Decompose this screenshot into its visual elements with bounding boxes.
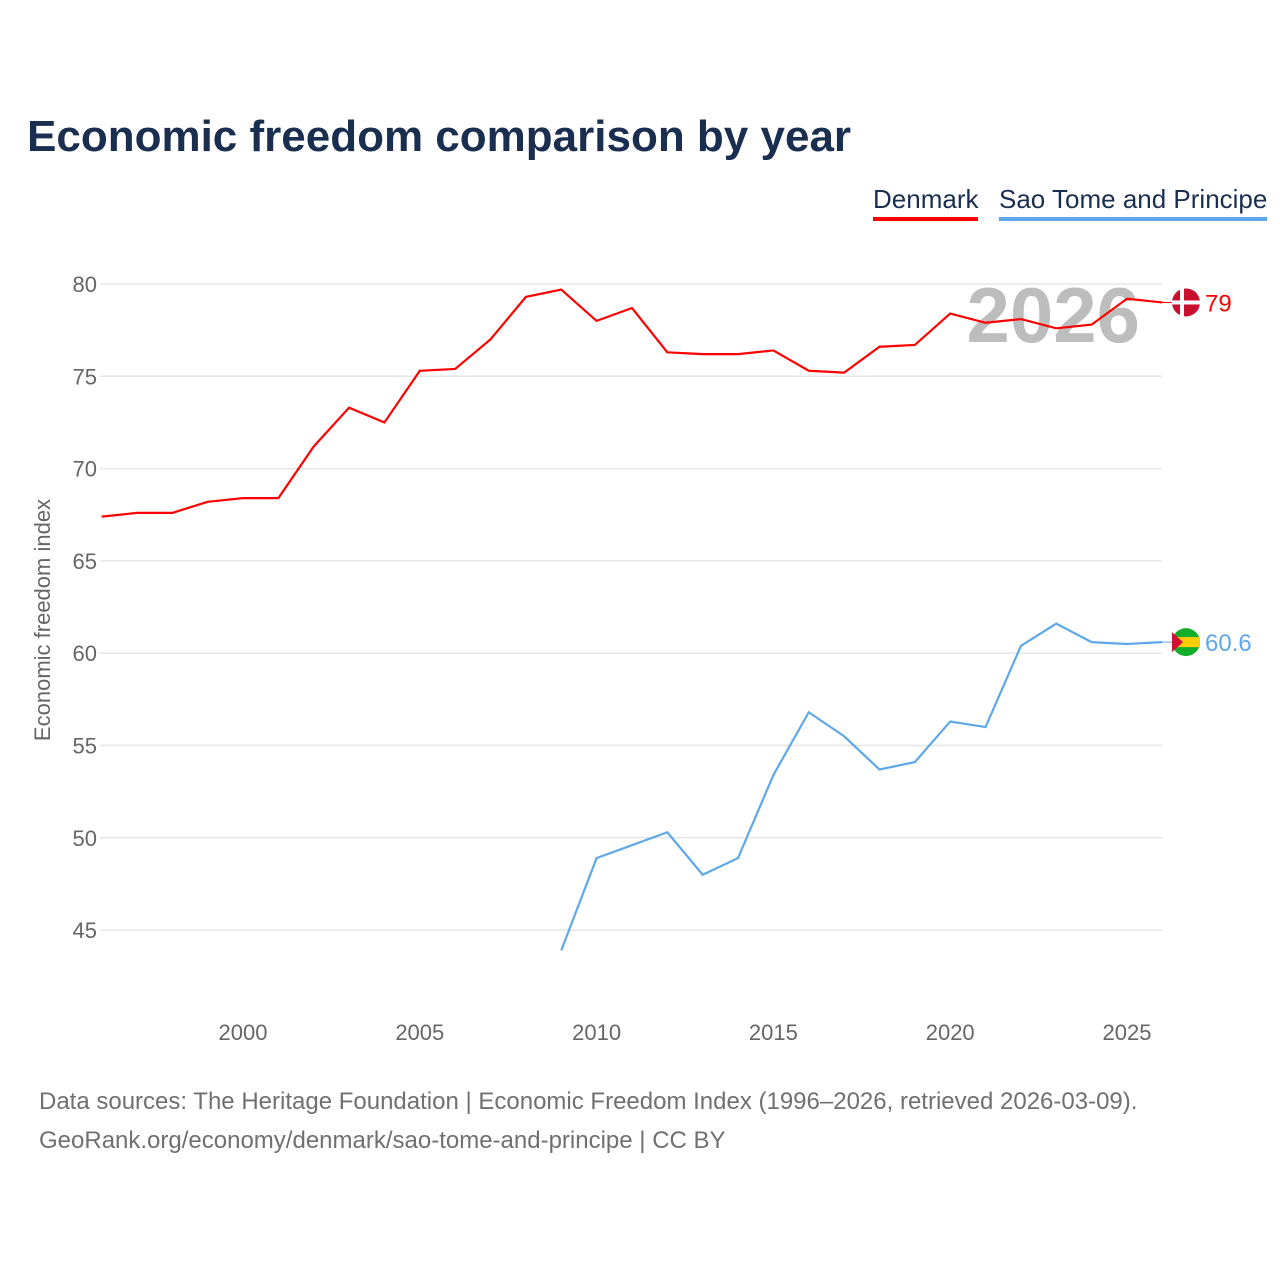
x-tick-label: 2005 [395, 1020, 444, 1045]
y-tick-label: 45 [73, 918, 97, 943]
flag-stripe [1172, 637, 1200, 648]
end-value-label: 79 [1205, 290, 1232, 317]
flag-triangle [1172, 632, 1183, 653]
series-line-sao-tome [560, 622, 1163, 951]
year-watermark: 2026 [966, 271, 1140, 359]
y-tick-label: 75 [73, 364, 97, 389]
line-chart: 45 50 55 60 65 70 75 80 2000 2005 2010 2015 2020 2025… [30, 271, 1252, 1045]
x-tick-label: 2015 [749, 1020, 798, 1045]
x-tick-label: 2025 [1103, 1020, 1152, 1045]
x-tick-label: 2020 [926, 1020, 975, 1045]
y-tick-label: 60 [73, 641, 97, 666]
series-line-denmark [101, 288, 1163, 518]
y-tick-label: 55 [73, 734, 97, 759]
legend-denmark[interactable]: Denmark [873, 184, 979, 221]
end-value-label: 60.6 [1205, 630, 1252, 657]
flag-cross [1172, 300, 1200, 305]
legend-sao-tome[interactable]: Sao Tome and Principe [999, 184, 1268, 221]
y-tick-label: 80 [73, 272, 97, 297]
y-tick-label: 65 [73, 549, 97, 574]
source-url: GeoRank.org/economy/denmark/sao-tome-and… [39, 1127, 726, 1154]
chart-title: Economic freedom comparison by year [27, 112, 852, 161]
x-tick-label: 2010 [572, 1020, 621, 1045]
x-tick-label: 2000 [219, 1020, 268, 1045]
y-tick-label: 70 [73, 457, 97, 482]
source-text: Data sources: The Heritage Foundation | … [39, 1088, 1138, 1115]
y-tick-label: 50 [73, 826, 97, 851]
y-axis-label: Economic freedom index [30, 499, 55, 741]
